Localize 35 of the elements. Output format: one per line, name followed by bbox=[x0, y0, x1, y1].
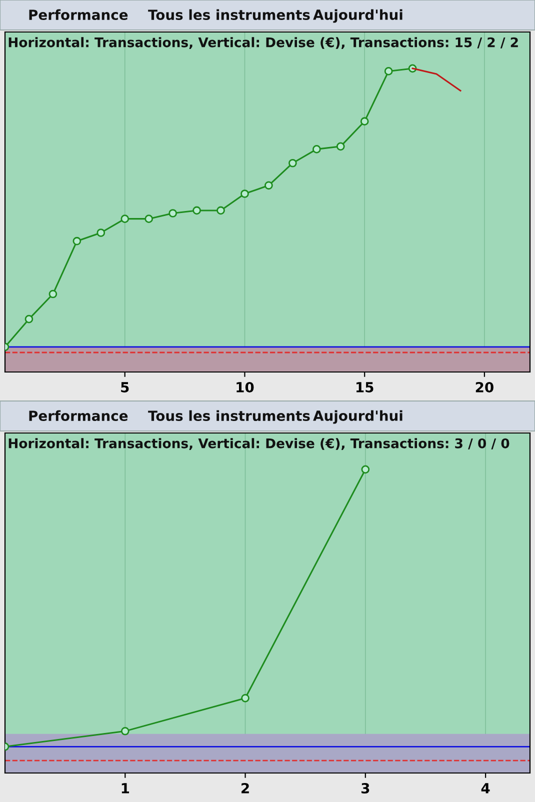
point bbox=[336, 142, 345, 151]
point bbox=[384, 67, 393, 76]
point bbox=[288, 158, 297, 168]
point bbox=[240, 190, 249, 198]
x-tick-label: 10 bbox=[236, 382, 254, 392]
x-tick-label: 5 bbox=[121, 382, 129, 392]
text: Performance bbox=[29, 410, 128, 422]
chart-title: Horizontal: Transactions, Vertical: Devise (€), Transactions: 3 / 0 / 0 bbox=[8, 438, 510, 450]
point bbox=[96, 228, 106, 237]
text: Performance bbox=[29, 9, 128, 20]
point bbox=[216, 206, 225, 215]
point bbox=[72, 236, 82, 246]
point bbox=[120, 726, 130, 736]
x-tick-label: 15 bbox=[356, 382, 374, 392]
point bbox=[120, 214, 130, 223]
point bbox=[264, 181, 273, 190]
point bbox=[168, 209, 177, 218]
text: Tous les instruments bbox=[148, 9, 310, 20]
point bbox=[312, 145, 321, 154]
point bbox=[361, 465, 370, 474]
text: Aujourd'hui bbox=[313, 9, 402, 23]
point bbox=[48, 290, 58, 298]
point bbox=[144, 214, 154, 223]
point bbox=[241, 694, 250, 702]
x-tick-label: 3 bbox=[362, 782, 370, 794]
chart-title: Horizontal: Transactions, Vertical: Devise (€), Transactions: 15 / 2 / 2 bbox=[8, 37, 518, 49]
point bbox=[192, 206, 201, 215]
x-tick-label: 4 bbox=[481, 783, 490, 794]
point bbox=[24, 314, 34, 324]
text: Aujourd'hui bbox=[313, 410, 402, 424]
x-tick-label: 1 bbox=[122, 783, 130, 794]
point bbox=[360, 117, 369, 126]
text: Tous les instruments bbox=[148, 410, 310, 422]
x-tick-label: 2 bbox=[242, 782, 249, 794]
x-tick-label: 20 bbox=[476, 382, 494, 392]
